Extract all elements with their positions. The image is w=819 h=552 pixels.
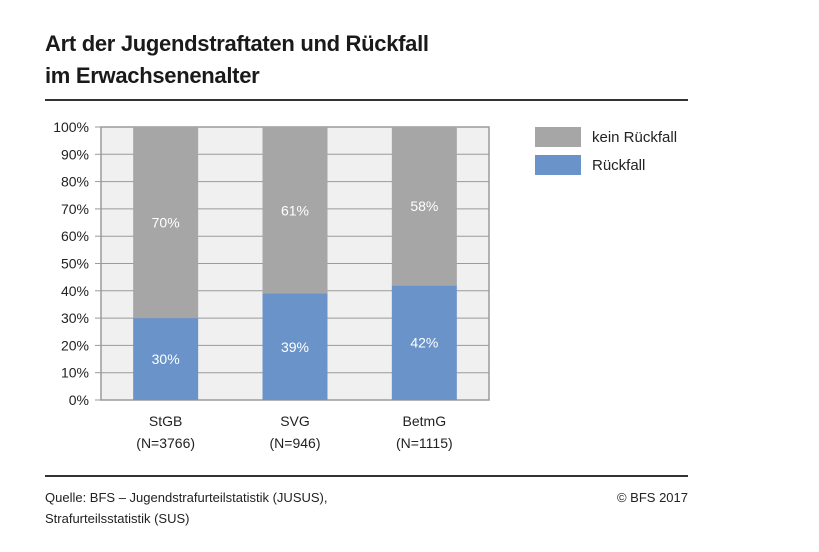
- y-tick-label: 60%: [61, 228, 89, 244]
- data-label: 61%: [281, 202, 309, 218]
- y-tick-label: 20%: [61, 337, 89, 353]
- source-line-1: Quelle: BFS – Jugendstrafurteilstatistik…: [45, 490, 328, 505]
- top-divider: [45, 99, 688, 101]
- bar-segment: [133, 318, 199, 400]
- y-tick-label: 70%: [61, 201, 89, 217]
- x-tick-sublabel: (N=3766): [136, 435, 195, 451]
- source-line-2: Strafurteilsstatistik (SUS): [45, 511, 190, 526]
- bar-segment: [262, 293, 328, 400]
- x-tick-label: BetmG: [403, 413, 447, 429]
- legend-label: kein Rückfall: [592, 129, 677, 146]
- y-tick-label: 100%: [53, 119, 89, 135]
- title-line-2: im Erwachsenenalter: [45, 63, 260, 88]
- data-label: 42%: [410, 335, 438, 351]
- y-tick-label: 40%: [61, 283, 89, 299]
- x-tick-sublabel: (N=946): [270, 435, 321, 451]
- chart-title: Art der Jugendstraftaten und Rückfall im…: [45, 28, 429, 92]
- x-tick-label: StGB: [149, 413, 182, 429]
- bar-segment: [391, 285, 457, 400]
- data-label: 70%: [152, 215, 180, 231]
- y-tick-label: 10%: [61, 365, 89, 381]
- legend-swatch: [535, 127, 581, 147]
- title-line-1: Art der Jugendstraftaten und Rückfall: [45, 31, 429, 56]
- bottom-divider: [45, 475, 688, 477]
- data-label: 39%: [281, 339, 309, 355]
- copyright: © BFS 2017: [616, 490, 688, 505]
- source-note: Quelle: BFS – Jugendstrafurteilstatistik…: [45, 487, 328, 529]
- y-tick-label: 0%: [69, 392, 89, 408]
- data-label: 30%: [152, 351, 180, 367]
- y-tick-label: 90%: [61, 146, 89, 162]
- bar-segment: [391, 127, 457, 286]
- x-tick-label: SVG: [280, 413, 310, 429]
- y-tick-label: 80%: [61, 174, 89, 190]
- y-tick-label: 30%: [61, 310, 89, 326]
- legend-label: Rückfall: [592, 157, 645, 174]
- x-tick-sublabel: (N=1115): [396, 435, 453, 451]
- data-label: 58%: [410, 198, 438, 214]
- bar-segment: [133, 127, 199, 319]
- bar-segment: [262, 127, 328, 294]
- legend-swatch: [535, 155, 581, 175]
- y-tick-label: 50%: [61, 256, 89, 272]
